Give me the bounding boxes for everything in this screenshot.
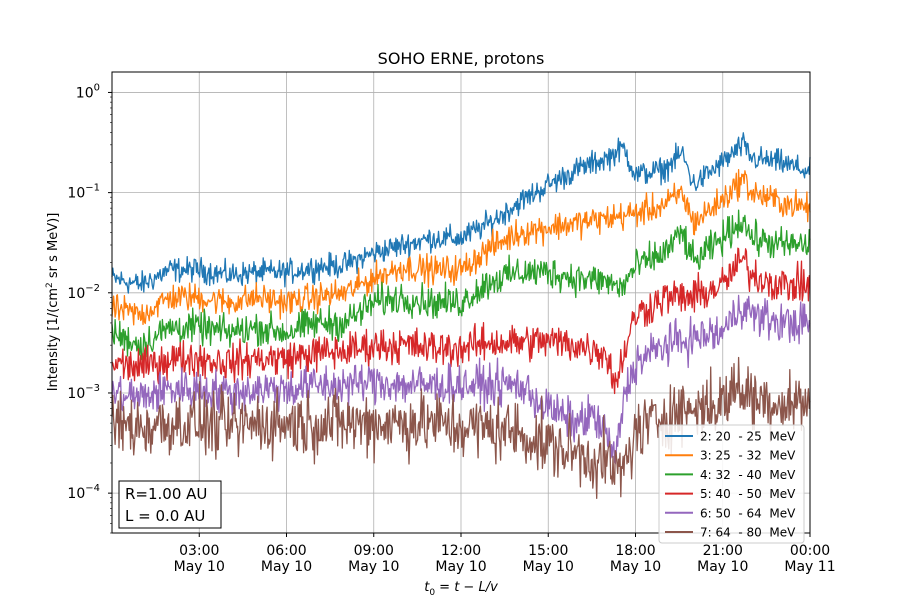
- y-axis-ticks: 10−4 10−3 10−2 10−1 100: [67, 82, 112, 534]
- legend-box: [658, 424, 805, 544]
- x-tick-label-date: May 10: [174, 559, 225, 575]
- x-tick-label-time: 12:00: [441, 543, 481, 559]
- y-tick-label: 10−1: [67, 183, 100, 202]
- legend: 2: 20 - 25 MeV 3: 25 - 32 MeV 4: 32 - 40 M…: [658, 424, 805, 544]
- x-tick-label-time: 21:00: [703, 543, 743, 559]
- chart-title: SOHO ERNE, protons: [378, 49, 545, 68]
- x-tick-label-time: 09:00: [354, 543, 394, 559]
- legend-label-5: 5: 40 - 50 MeV: [700, 487, 796, 501]
- series-line-2: [111, 132, 811, 294]
- x-axis-label-sub: 0: [429, 588, 435, 598]
- x-tick-label-time: 15:00: [528, 543, 568, 559]
- annotation-radius: R=1.00 AU: [125, 485, 207, 503]
- series-line-4: [111, 209, 811, 361]
- x-tick-label-time: 18:00: [615, 543, 655, 559]
- series-line-6: [111, 294, 811, 465]
- x-tick-label-date: May 10: [261, 559, 312, 575]
- series-line-3: [111, 168, 811, 326]
- y-axis-label-sup: 2: [45, 282, 55, 288]
- grid-lines: [112, 72, 811, 533]
- x-tick-label-date: May 10: [435, 559, 486, 575]
- x-tick-label-time: 00:00: [790, 543, 830, 559]
- y-tick-label: 100: [76, 82, 100, 101]
- x-tick-label-date: May 10: [610, 559, 661, 575]
- x-tick-label-time: 03:00: [179, 543, 219, 559]
- x-tick-label-date: May 10: [523, 559, 574, 575]
- y-tick-label: 10−3: [67, 383, 100, 402]
- y-axis-label: Intensity [1/(cm2 sr s MeV)]: [45, 213, 61, 392]
- x-tick-label-date: May 10: [697, 559, 748, 575]
- series-line-5: [111, 247, 811, 395]
- y-axis-label-suffix: sr s MeV)]: [46, 213, 61, 283]
- y-axis-label-prefix: Intensity [1/(cm: [46, 288, 61, 391]
- legend-label-3: 3: 25 - 32 MeV: [700, 449, 796, 463]
- x-axis-label: t0 = t − L/v: [424, 580, 498, 598]
- x-tick-label-date: May 11: [784, 559, 835, 575]
- legend-label-7: 7: 64 - 80 MeV: [700, 526, 796, 540]
- annotation-box: R=1.00 AU L = 0.0 AU: [118, 480, 222, 529]
- x-tick-label-time: 06:00: [266, 543, 306, 559]
- legend-label-2: 2: 20 - 25 MeV: [700, 430, 796, 444]
- legend-label-4: 4: 32 - 40 MeV: [700, 468, 796, 482]
- x-axis-label-rest: = t − L/v: [435, 580, 498, 595]
- x-tick-label-date: May 10: [348, 559, 399, 575]
- series-layer: [111, 132, 811, 499]
- x-axis-label-main: t: [424, 580, 430, 595]
- legend-label-6: 6: 50 - 64 MeV: [700, 506, 796, 520]
- series-line-7: [111, 356, 811, 499]
- annotation-distance: L = 0.0 AU: [125, 507, 205, 525]
- y-tick-label: 10−2: [67, 283, 100, 302]
- y-tick-label: 10−4: [67, 483, 100, 502]
